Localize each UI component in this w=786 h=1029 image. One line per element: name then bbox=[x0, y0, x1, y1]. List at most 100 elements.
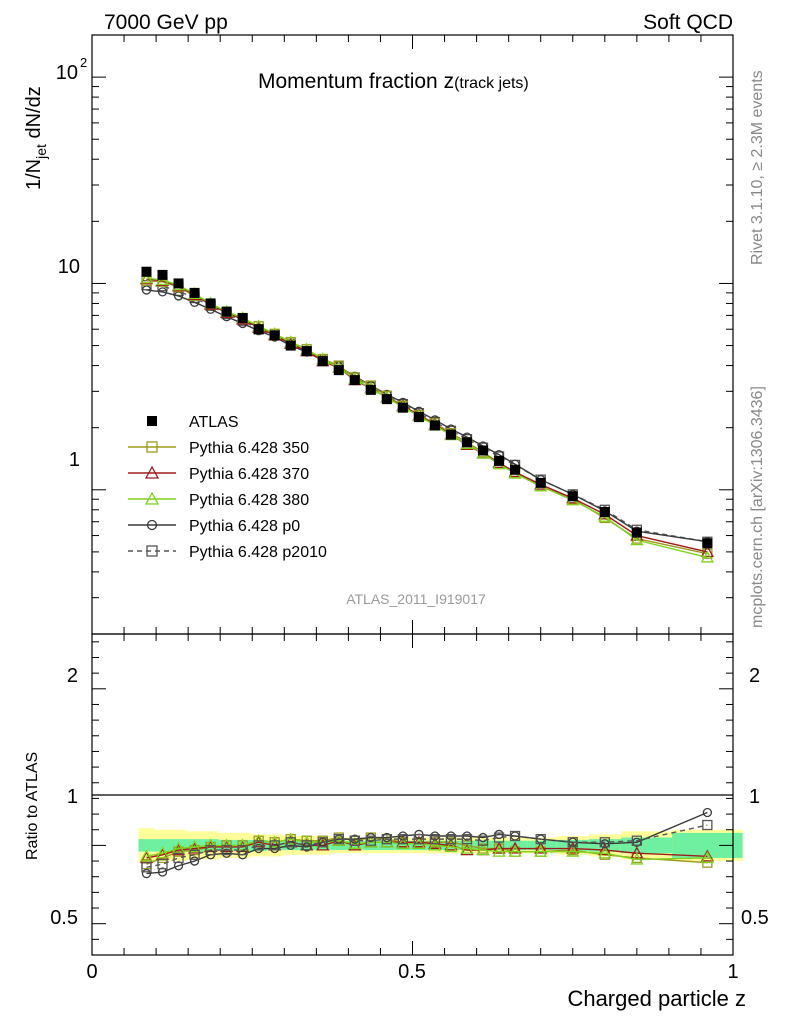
ratio-stat-band bbox=[507, 840, 528, 851]
legend-marker-pythia-6-428-380 bbox=[144, 491, 160, 505]
ratio-point-pythia-6-428-380 bbox=[460, 841, 474, 854]
ratio-point-pythia-6-428-p2010 bbox=[141, 862, 152, 873]
ratio-point-pythia-6-428-370 bbox=[598, 843, 612, 856]
legend-label-pythia-6-428-p2010: Pythia 6.428 p2010 bbox=[189, 544, 327, 561]
ratio-ytick-label-0-5: 0.5 bbox=[50, 907, 78, 929]
ratio-point-pythia-6-428-370 bbox=[566, 841, 580, 854]
ratio-point-pythia-6-428-p2010 bbox=[237, 844, 248, 856]
ratio-point-pythia-6-428-380 bbox=[364, 835, 378, 848]
ratio-stat-band bbox=[378, 840, 395, 851]
legend-label-atlas: ATLAS bbox=[189, 414, 239, 431]
ratio-point-pythia-6-428-p2010 bbox=[599, 837, 610, 848]
legend-marker-pythia-6-428-p2010 bbox=[146, 545, 158, 557]
main-ticks bbox=[91, 35, 734, 635]
main-point-atlas bbox=[301, 346, 312, 357]
main-point-atlas bbox=[478, 445, 489, 456]
ratio-point-pythia-6-428-p2010 bbox=[413, 833, 425, 845]
header-left-label: 7000 GeV pp bbox=[104, 11, 228, 34]
mcplots-label: mcplots.cern.ch [arXiv:1306.3436] bbox=[749, 386, 766, 628]
main-point-atlas bbox=[141, 266, 152, 277]
ratio-point-pythia-6-428-380 bbox=[492, 844, 506, 857]
ratio-point-pythia-6-428-p2010 bbox=[567, 837, 578, 848]
main-point-atlas bbox=[317, 356, 328, 367]
xaxis-label: Charged particle z bbox=[567, 986, 746, 1011]
ratio-point-pythia-6-428-p2010 bbox=[333, 833, 344, 845]
ratio-point-pythia-6-428-380 bbox=[348, 836, 362, 849]
ratio-point-pythia-6-428-p2010 bbox=[631, 835, 642, 846]
main-series bbox=[139, 266, 714, 563]
ratio-point-pythia-6-428-p2010 bbox=[317, 837, 328, 848]
ratio-point-pythia-6-428-370 bbox=[396, 835, 410, 848]
main-ylabel-pre: 1/N bbox=[23, 159, 45, 190]
ratio-point-pythia-6-428-p0 bbox=[141, 868, 152, 879]
xtick-label-0-5: 0.5 bbox=[398, 961, 426, 983]
ratio-point-pythia-6-428-p2010 bbox=[285, 837, 296, 848]
ratio-point-pythia-6-428-370 bbox=[203, 840, 218, 853]
main-point-atlas bbox=[397, 402, 408, 413]
main-title: Momentum fraction z(track jets) bbox=[258, 70, 529, 93]
ratio-point-pythia-6-428-p2010 bbox=[429, 833, 441, 845]
main-point-pythia-6-428-p0 bbox=[157, 287, 168, 297]
main-title-sub: (track jets) bbox=[454, 75, 529, 92]
ratio-ylabel: Ratio to ATLAS bbox=[24, 752, 41, 860]
main-point-atlas bbox=[349, 375, 360, 386]
ratio-point-pythia-6-428-370 bbox=[444, 838, 458, 851]
ratio-point-pythia-6-428-370 bbox=[220, 840, 234, 853]
ratio-stat-band bbox=[138, 839, 155, 852]
ratio-point-pythia-6-428-370 bbox=[460, 843, 474, 856]
ratio-stat-band bbox=[154, 839, 171, 852]
main-point-atlas bbox=[269, 330, 280, 341]
legend: ATLAS Pythia 6.428 350 Pythia 6.428 370 Pyt… bbox=[128, 414, 327, 561]
ratio-point-pythia-6-428-370 bbox=[492, 841, 506, 854]
ratio-point-pythia-6-428-380 bbox=[476, 843, 490, 856]
ratio-point-pythia-6-428-380 bbox=[236, 838, 250, 851]
main-point-atlas bbox=[494, 455, 505, 466]
ratio-line-pythia-6-428-p2010 bbox=[146, 824, 708, 868]
legend-marker-pythia-6-428-370 bbox=[144, 465, 160, 479]
main-point-pythia-6-428-380 bbox=[630, 533, 644, 546]
ratio-point-pythia-6-428-p2010 bbox=[205, 844, 216, 856]
legend-marker-pythia-6-428-p0 bbox=[146, 519, 158, 531]
ratio-point-pythia-6-428-370 bbox=[412, 835, 426, 848]
ratio-point-pythia-6-428-370 bbox=[534, 841, 548, 854]
main-point-atlas bbox=[535, 477, 546, 488]
main-point-atlas bbox=[413, 412, 424, 423]
ratio-point-pythia-6-428-380 bbox=[380, 835, 394, 848]
main-ylabel: 1/Njet dN/dz bbox=[23, 86, 49, 190]
main-ytick-label-10: 10 bbox=[58, 256, 80, 278]
ratio-point-pythia-6-428-p2010 bbox=[445, 833, 457, 845]
ratio-point-pythia-6-428-p2010 bbox=[301, 840, 312, 851]
main-point-atlas bbox=[702, 538, 713, 549]
main-point-atlas bbox=[333, 365, 344, 376]
main-point-atlas bbox=[631, 527, 642, 538]
ratio-point-pythia-6-428-370 bbox=[187, 841, 202, 854]
main-ytick-label-100-exp: 2 bbox=[80, 55, 87, 70]
main-ylabel-sub: jet bbox=[33, 144, 49, 160]
ratio-point-pythia-6-428-380 bbox=[428, 838, 442, 851]
rivet-label: Rivet 3.1.10, ≥ 2.3M events bbox=[749, 70, 766, 265]
main-ytick-label-1: 1 bbox=[69, 449, 80, 471]
xtick-label-0: 0 bbox=[86, 961, 97, 983]
analysis-id: ATLAS_2011_I919017 bbox=[346, 591, 486, 607]
ratio-point-pythia-6-428-p2010 bbox=[349, 835, 360, 846]
main-ylabel-post: dN/dz bbox=[23, 86, 45, 144]
ratio-point-pythia-6-428-p2010 bbox=[269, 840, 280, 851]
main-point-pythia-6-428-370 bbox=[700, 545, 714, 558]
main-point-pythia-6-428-p0 bbox=[141, 285, 152, 295]
ratio-point-pythia-6-428-380 bbox=[155, 846, 170, 859]
ratio-point-pythia-6-428-p2010 bbox=[381, 833, 393, 845]
ratio-point-pythia-6-428-p0 bbox=[157, 867, 168, 877]
main-point-atlas bbox=[157, 269, 168, 280]
ratio-point-pythia-6-428-380 bbox=[284, 832, 298, 845]
main-point-atlas bbox=[237, 313, 248, 324]
legend-label-pythia-6-428-p0: Pythia 6.428 p0 bbox=[189, 518, 300, 535]
ratio-stat-band bbox=[620, 837, 673, 854]
ratio-point-pythia-6-428-p2010 bbox=[535, 833, 546, 845]
ratio-point-pythia-6-428-p2010 bbox=[702, 819, 713, 831]
legend-label-pythia-6-428-370: Pythia 6.428 370 bbox=[189, 466, 309, 483]
main-point-atlas bbox=[189, 287, 200, 298]
ratio-point-pythia-6-428-380 bbox=[534, 844, 548, 857]
ratio-stat-band bbox=[410, 840, 427, 851]
ratio-ytick-label-0-5-right: 0.5 bbox=[741, 907, 769, 929]
